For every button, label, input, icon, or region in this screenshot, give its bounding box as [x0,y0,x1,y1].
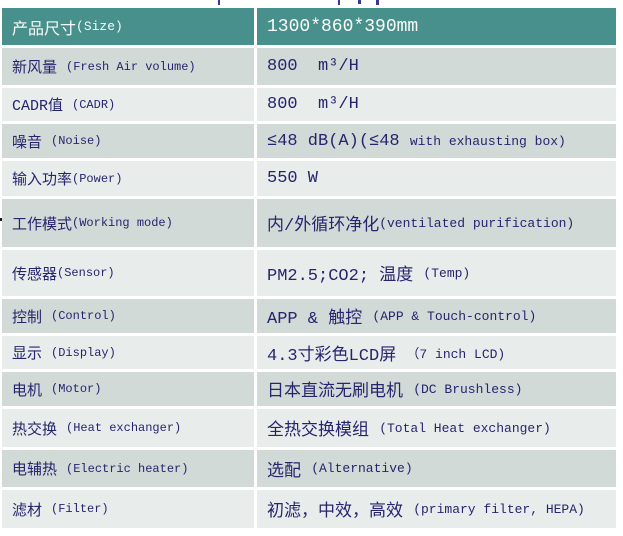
spec-value-main: 1300*860*390mm [267,16,419,37]
spec-value-cell: 800 m³/H [257,88,616,121]
spec-label-zh: 滤材 [12,502,52,520]
row-control: 控制 (Control) APP & 触控 (APP & Touch-contr… [2,299,616,333]
spec-value-note: (DC Brushless) [413,381,523,397]
spec-label-en: (Sensor) [57,266,115,280]
spec-label-cell: 输入功率 (Power) [2,161,254,196]
row-electric-heater: 电辅热 (Electric heater) 选配 (Alternative) [2,450,616,487]
spec-label-cell: 新风量 (Fresh Air volume) [2,48,254,85]
spec-value-cell: PM2.5;CO2; 温度 (Temp) [257,250,616,296]
spec-label-cell: 产品尺寸 (Size) [2,8,254,45]
spec-value-note: (APP & Touch-control) [372,308,537,324]
spec-value-cell: 4.3寸彩色LCD屏 （7 inch LCD) [257,336,616,369]
spec-value-cell: ≤48 dB(A)(≤48 with exhausting box) [257,124,616,158]
spec-label-cell: 显示 (Display) [2,336,254,369]
spec-value-cell: 全热交换模组 (Total Heat exchanger) [257,409,616,447]
spec-label-cell: 工作模式 (Working mode) [2,199,254,247]
spec-value-main: PM2.5;CO2; 温度 [267,267,424,286]
spec-label-zh: 热交换 [12,421,67,439]
spec-label-en: (Motor) [51,382,102,396]
spec-value-main: 初滤，中效，高效 [267,503,414,522]
spec-label-zh: 电机 [12,382,52,400]
spec-label-en: (Control) [51,309,116,323]
spec-value-main: 内/外循环净化 [267,217,380,236]
spec-label-cell: CADR值 (CADR) [2,88,254,121]
spec-value-main: 选配 [267,462,312,482]
spec-value-note: (Alternative) [311,461,413,476]
cropped-text-artifact [358,0,361,4]
spec-label-cell: 控制 (Control) [2,299,254,333]
spec-label-cell: 电辅热 (Electric heater) [2,450,254,487]
spec-label-en: (Working mode) [72,216,173,230]
row-motor: 电机 (Motor) 日本直流无刷电机 (DC Brushless) [2,372,616,406]
spec-value-main: 4.3寸彩色LCD屏 [267,346,407,366]
row-working-mode: 工作模式 (Working mode) 内/外循环净化 (ventilated pu… [2,199,616,247]
spec-value-note: (primary filter, HEPA) [413,501,585,517]
spec-label-cell: 滤材 (Filter) [2,490,254,528]
spec-label-zh: 显示 [12,346,52,363]
spec-value-note: (Total Heat exchanger) [379,420,551,436]
spec-label-zh: 新风量 [12,60,67,77]
spec-label-zh: 产品尺寸 [12,20,77,39]
row-sensor: 传感器 (Sensor) PM2.5;CO2; 温度 (Temp) [2,250,616,296]
spec-value-cell: 内/外循环净化 (ventilated purification) [257,199,616,247]
spec-label-en: (Filter) [51,502,109,516]
spec-value-cell: APP & 触控 (APP & Touch-control) [257,299,616,333]
spec-value-cell: 800 m³/H [257,48,616,85]
cropped-text-artifact [376,0,379,5]
spec-value-note: (Temp) [423,265,471,281]
spec-value-cell: 选配 (Alternative) [257,450,616,487]
row-heat-exchanger: 热交换 (Heat exchanger) 全热交换模组 (Total Heat … [2,409,616,447]
spec-label-en: (Electric heater) [66,461,189,476]
row-noise: 噪音 (Noise) ≤48 dB(A)(≤48 with exhausting… [2,124,616,158]
spec-label-en: (CADR) [72,97,116,112]
spec-label-zh: 噪音 [12,134,52,152]
spec-label-zh: 输入功率 [12,172,73,189]
spec-value-main: 550 W [267,169,319,188]
product-spec-table: 产品尺寸 (Size) 1300*860*390mm 新风量 (Fresh Air… [2,8,616,528]
spec-value-main: 800 m³/H [267,57,359,76]
spec-label-cell: 传感器 (Sensor) [2,250,254,296]
spec-label-cell: 电机 (Motor) [2,372,254,406]
spec-value-cell: 初滤，中效，高效 (primary filter, HEPA) [257,490,616,528]
spec-label-zh: 电辅热 [12,462,67,479]
spec-label-zh: 控制 [12,309,52,327]
spec-value-main: APP & 触控 [267,310,373,329]
spec-label-en: (Display) [51,345,116,360]
spec-value-cell: 日本直流无刷电机 (DC Brushless) [257,372,616,406]
spec-label-zh: 传感器 [12,266,58,284]
row-fresh-air-volume: 新风量 (Fresh Air volume) 800 m³/H [2,48,616,85]
spec-label-zh: CADR值 [12,98,73,115]
cropped-text-artifact [218,0,220,5]
row-display: 显示 (Display) 4.3寸彩色LCD屏 （7 inch LCD) [2,336,616,369]
spec-value-main: ≤48 dB(A)(≤48 [267,131,410,151]
spec-label-zh: 工作模式 [12,216,73,234]
row-filter: 滤材 (Filter) 初滤，中效，高效 (primary filter, HE… [2,490,616,528]
spec-label-en: (Power) [72,171,123,186]
spec-label-en: (Fresh Air volume) [66,59,196,74]
spec-value-note: with exhausting box) [409,133,566,149]
spec-value-note: (ventilated purification) [379,215,575,231]
row-size: 产品尺寸 (Size) 1300*860*390mm [2,8,616,45]
spec-value-main: 日本直流无刷电机 [267,383,414,402]
cropped-text-artifact [338,0,340,5]
spec-label-en: (Noise) [51,134,102,148]
spec-label-cell: 热交换 (Heat exchanger) [2,409,254,447]
row-cadr: CADR值 (CADR) 800 m³/H [2,88,616,121]
spec-label-en: (Heat exchanger) [66,421,182,435]
spec-label-en: (Size) [76,19,123,34]
spec-value-main: 800 m³/H [267,95,359,114]
spec-label-cell: 噪音 (Noise) [2,124,254,158]
spec-value-main: 全热交换模组 [267,422,380,441]
spec-value-cell: 1300*860*390mm [257,8,616,45]
spec-value-cell: 550 W [257,161,616,196]
spec-value-note: （7 inch LCD) [406,347,506,362]
row-power: 输入功率 (Power) 550 W [2,161,616,196]
